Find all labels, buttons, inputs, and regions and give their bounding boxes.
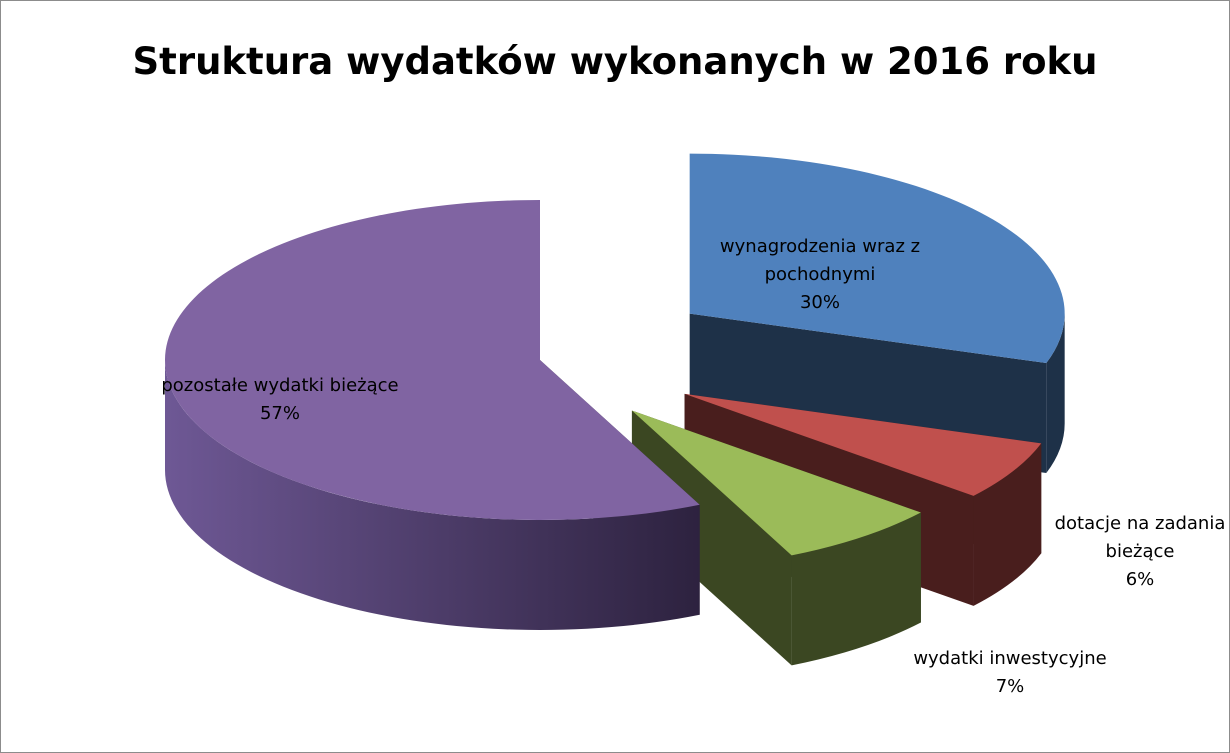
chart-title: Struktura wydatków wykonanych w 2016 rok… [132,40,1098,83]
slice-wall [1046,313,1065,474]
value-label: 6% [1125,569,1155,590]
slice-top [631,410,921,556]
slice-wall [791,512,921,666]
data-label: wydatki inwestycyjne 7% [910,645,1110,701]
slice-side [631,410,792,666]
data-label: wynagrodzenia wraz z pochodnymi 30% [700,233,940,317]
slice [631,410,921,666]
value-label: 7% [995,676,1025,697]
category-label: wynagrodzenia wraz z pochodnymi [719,236,921,285]
slice-top [689,153,1065,364]
data-label: dotacje na zadania bieżące 6% [1040,510,1230,594]
slice-wall [973,443,1042,606]
slice-wall [165,360,700,630]
category-label: pozostałe wydatki bieżące [161,375,399,396]
slice [164,200,700,630]
value-label: 57% [259,403,300,424]
slice-top [164,200,700,520]
data-label: pozostałe wydatki bieżące 57% [160,372,400,428]
slice-top [684,393,1042,496]
category-label: dotacje na zadania bieżące [1054,513,1226,562]
value-label: 30% [799,292,840,313]
category-label: wydatki inwestycyjne [913,648,1107,669]
